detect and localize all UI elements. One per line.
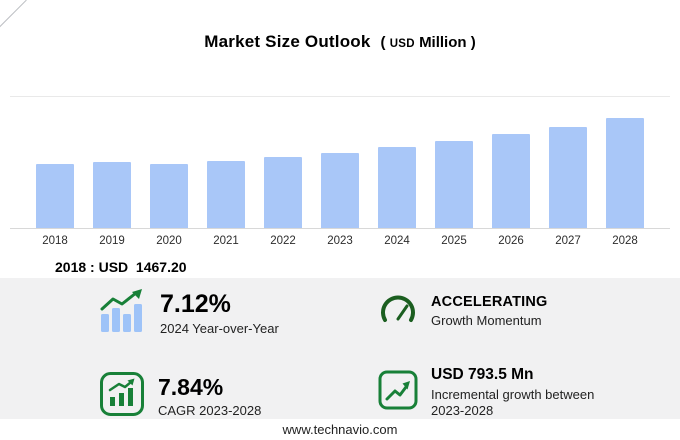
incremental-growth-icon [378, 370, 418, 415]
bar-column-2020: 2020 [150, 95, 188, 247]
bar-2024 [378, 147, 416, 228]
bar-2025 [435, 141, 473, 228]
momentum-value: ACCELERATING [431, 293, 548, 310]
x-tick-label-2023: 2023 [327, 235, 353, 247]
x-tick-label-2020: 2020 [156, 235, 182, 247]
bar-2019 [93, 162, 131, 228]
corner-decoration [0, 0, 27, 28]
title-unit-currency: USD [389, 38, 415, 50]
bar-column-2021: 2021 [207, 95, 245, 247]
bar-column-2018: 2018 [36, 95, 74, 247]
bar-column-2028: 2028 [606, 95, 644, 247]
bar-column-2024: 2024 [378, 95, 416, 247]
incremental-value: USD 793.5 Mn [431, 366, 534, 383]
cagr-value: 7.84% [158, 373, 224, 400]
bar-2021 [207, 161, 245, 228]
stat-yoy: 7.12% 2024 Year-over-Year [97, 288, 279, 339]
x-tick-label-2028: 2028 [612, 235, 638, 247]
stats-panel: 7.12% 2024 Year-over-Year ACCELERATING G… [0, 278, 680, 419]
yoy-label: 2024 Year-over-Year [160, 321, 279, 337]
bar-2026 [492, 134, 530, 228]
x-tick-label-2018: 2018 [42, 235, 68, 247]
bar-2027 [549, 127, 587, 228]
bar-2020 [150, 164, 188, 228]
bar-chart-growth-icon [97, 288, 147, 339]
title-unit-label: Million [419, 34, 467, 51]
base-year-value: 2018 : USD 1467.20 [55, 259, 187, 275]
x-tick-label-2027: 2027 [555, 235, 581, 247]
page-title: Market Size Outlook ( USD Million ) [0, 32, 680, 52]
bar-column-2025: 2025 [435, 95, 473, 247]
x-tick-label-2022: 2022 [270, 235, 296, 247]
gridline-top [10, 96, 670, 97]
yoy-value: 7.12% [160, 289, 231, 318]
title-unit: ( USD Million ) [380, 34, 476, 51]
bar-2028 [606, 118, 644, 228]
x-tick-label-2025: 2025 [441, 235, 467, 247]
incremental-label: Incremental growth between 2023-2028 [431, 386, 595, 419]
bar-2018 [36, 164, 74, 228]
x-tick-label-2024: 2024 [384, 235, 410, 247]
footer-link[interactable]: www.technavio.com [282, 422, 398, 437]
bar-2023 [321, 153, 359, 228]
x-tick-label-2026: 2026 [498, 235, 524, 247]
bar-column-2019: 2019 [93, 95, 131, 247]
momentum-label: Growth Momentum [431, 313, 542, 329]
speedometer-icon [378, 292, 418, 331]
x-tick-label-2021: 2021 [213, 235, 239, 247]
bar-column-2027: 2027 [549, 95, 587, 247]
bar-column-2026: 2026 [492, 95, 530, 247]
bar-chart: 2018 2019 2020 2021 2022 2023 2024 2025 2026 2027… [36, 95, 644, 247]
bar-2022 [264, 157, 302, 228]
stat-incremental-growth: USD 793.5 Mn Incremental growth between … [378, 366, 596, 419]
bar-column-2022: 2022 [264, 95, 302, 247]
cagr-label: CAGR 2023-2028 [158, 403, 262, 419]
title-text: Market Size Outlook [204, 32, 371, 51]
cagr-bars-icon [99, 371, 145, 422]
bar-column-2023: 2023 [321, 95, 359, 247]
stat-momentum: ACCELERATING Growth Momentum [378, 292, 548, 331]
x-tick-label-2019: 2019 [99, 235, 125, 247]
x-axis-line [10, 228, 670, 229]
stat-cagr: 7.84% CAGR 2023-2028 [99, 371, 261, 422]
